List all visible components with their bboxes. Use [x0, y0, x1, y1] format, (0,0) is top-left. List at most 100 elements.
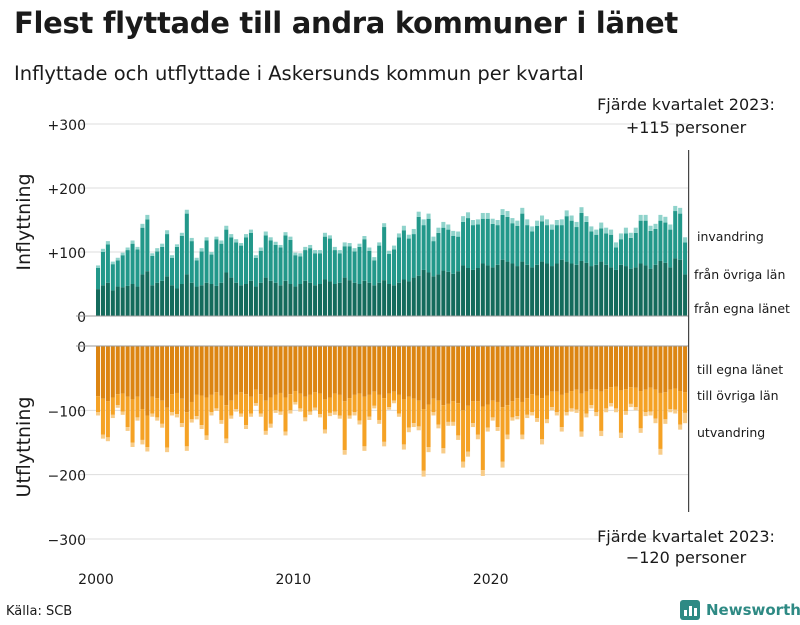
bar-invandring — [574, 221, 579, 228]
bar-till-egna-lanet — [678, 346, 683, 392]
bar-till-egna-lanet — [110, 346, 115, 398]
bar-utvandring — [239, 413, 244, 417]
bar-fran-ovriga-lan — [589, 231, 594, 267]
bar-fran-egna-lanet — [461, 265, 466, 316]
bar-till-ovriga-lan — [382, 398, 387, 442]
bar-till-egna-lanet — [239, 346, 244, 393]
bar-invandring — [554, 220, 559, 226]
bar-fran-ovriga-lan — [248, 232, 253, 281]
bar-utvandring — [628, 403, 633, 408]
bar-till-egna-lanet — [623, 346, 628, 390]
bar-till-ovriga-lan — [426, 404, 431, 448]
bar-till-egna-lanet — [100, 346, 105, 399]
bar-till-egna-lanet — [584, 346, 589, 392]
bar-till-ovriga-lan — [150, 396, 155, 414]
bar-fran-ovriga-lan — [668, 229, 673, 268]
bar-till-ovriga-lan — [618, 390, 623, 433]
bar-fran-egna-lanet — [115, 286, 120, 316]
bar-invandring — [470, 220, 475, 226]
bar-fran-ovriga-lan — [135, 249, 140, 287]
bar-fran-ovriga-lan — [421, 225, 426, 270]
bar-utvandring — [318, 414, 323, 418]
bar-till-egna-lanet — [480, 346, 485, 407]
bar-fran-egna-lanet — [174, 288, 179, 316]
bar-till-egna-lanet — [165, 346, 170, 408]
bar-till-ovriga-lan — [456, 403, 461, 436]
bar-fran-egna-lanet — [145, 271, 150, 316]
bar-till-ovriga-lan — [411, 398, 416, 424]
legend-fran-egna-lanet: från egna länet — [694, 301, 790, 316]
axes: 0 +100 +200 +300 0 −100 −200 −300 2000 2010 2020 — [48, 118, 688, 588]
bar-till-ovriga-lan — [451, 401, 456, 422]
bar-till-ovriga-lan — [520, 401, 525, 435]
bar-till-egna-lanet — [589, 346, 594, 390]
bar-fran-egna-lanet — [549, 266, 554, 316]
bar-utvandring — [544, 419, 549, 424]
bar-fran-egna-lanet — [525, 264, 530, 316]
bar-utvandring — [258, 413, 263, 417]
bar-utvandring — [451, 421, 456, 426]
bar-invandring — [475, 219, 480, 225]
bar-utvandring — [150, 413, 155, 417]
bar-fran-ovriga-lan — [436, 232, 441, 275]
legend-till-ovriga-lan: till övriga län — [697, 388, 779, 403]
bar-fran-ovriga-lan — [663, 222, 668, 263]
bar-fran-egna-lanet — [490, 267, 495, 316]
bar-utvandring — [461, 461, 466, 468]
bar-fran-ovriga-lan — [308, 248, 313, 283]
bar-invandring — [525, 219, 530, 226]
bar-fran-ovriga-lan — [470, 225, 475, 270]
bar-fran-ovriga-lan — [179, 236, 184, 284]
bar-invandring — [648, 225, 653, 231]
bar-fran-egna-lanet — [564, 261, 569, 316]
bar-till-egna-lanet — [140, 346, 145, 410]
bar-invandring — [505, 211, 510, 217]
bar-invandring — [332, 246, 337, 251]
bar-till-egna-lanet — [594, 346, 599, 390]
bar-fran-ovriga-lan — [609, 234, 614, 268]
bar-fran-ovriga-lan — [490, 223, 495, 268]
bar-till-ovriga-lan — [569, 391, 574, 409]
bar-till-ovriga-lan — [475, 401, 480, 435]
bar-till-egna-lanet — [470, 346, 475, 402]
bar-utvandring — [303, 417, 308, 422]
bar-till-ovriga-lan — [540, 398, 545, 440]
bar-utvandring — [248, 413, 253, 417]
bar-till-egna-lanet — [248, 346, 253, 397]
bar-invandring — [303, 246, 308, 251]
bar-fran-ovriga-lan — [298, 256, 303, 284]
bar-till-egna-lanet — [436, 346, 441, 401]
bar-fran-egna-lanet — [283, 280, 288, 316]
x-tick-label: 2020 — [473, 572, 509, 588]
bar-utvandring — [500, 461, 505, 468]
bar-invandring — [244, 234, 249, 238]
bar-utvandring — [214, 408, 219, 411]
bar-till-ovriga-lan — [604, 389, 609, 409]
bar-invandring — [318, 250, 323, 254]
bar-fran-ovriga-lan — [540, 221, 545, 262]
bar-invandring — [165, 230, 170, 235]
bar-fran-ovriga-lan — [466, 218, 471, 268]
bar-fran-egna-lanet — [446, 271, 451, 316]
bar-fran-egna-lanet — [337, 282, 342, 316]
bar-till-egna-lanet — [352, 346, 357, 395]
bar-fran-ovriga-lan — [451, 236, 456, 274]
bar-utvandring — [643, 412, 648, 417]
bar-utvandring — [352, 412, 357, 416]
bar-invandring — [396, 233, 401, 238]
bar-till-egna-lanet — [500, 346, 505, 408]
bar-fran-egna-lanet — [648, 268, 653, 316]
bar-invandring — [155, 248, 160, 252]
bar-till-ovriga-lan — [372, 391, 377, 406]
bar-till-egna-lanet — [658, 346, 663, 393]
bar-till-ovriga-lan — [199, 395, 204, 426]
y-tick-label: 0 — [77, 310, 86, 326]
bar-invandring — [520, 207, 525, 214]
bar-till-ovriga-lan — [332, 393, 337, 412]
bar-till-egna-lanet — [377, 346, 382, 395]
bar-invandring — [683, 237, 688, 243]
bar-fran-ovriga-lan — [293, 255, 298, 287]
brand-logo[interactable]: Newsworthy — [680, 598, 800, 622]
bar-till-egna-lanet — [421, 346, 426, 410]
bar-fran-egna-lanet — [160, 280, 165, 316]
